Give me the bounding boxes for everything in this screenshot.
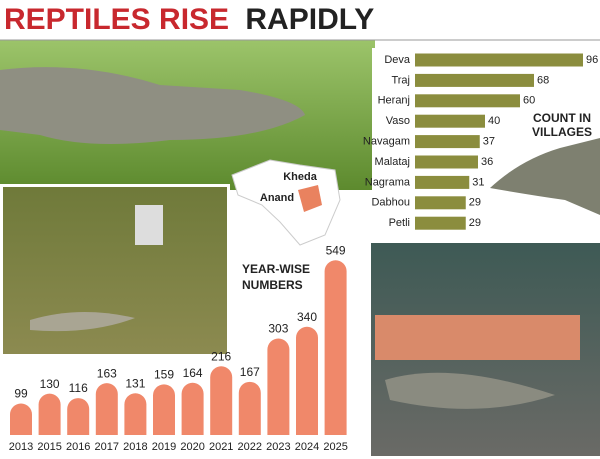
category-label: Deva [384,54,411,66]
bar [67,398,90,435]
crocodile-shape [385,372,555,409]
map-label: Anand [260,192,294,204]
chart-title: YEAR-WISE NUMBERS [242,262,310,292]
value-label: 29 [469,197,481,209]
bar [415,73,534,87]
x-tick-label: 2020 [180,441,204,453]
x-tick-label: 2025 [323,441,347,453]
bar [415,114,485,128]
category-label: Malataj [375,156,410,168]
category-label: Traj [391,74,410,86]
bar [296,326,318,435]
bar [415,175,470,189]
value-label: 159 [154,368,174,382]
value-label: 60 [523,95,535,107]
x-tick-label: 2019 [152,441,176,453]
map-label: Kheda [283,171,318,183]
category-label: Petli [389,217,410,229]
bar [415,94,520,108]
value-label: 40 [488,115,500,127]
x-tick-label: 2024 [295,441,319,453]
x-tick-label: 2018 [123,441,147,453]
x-tick-label: 2022 [238,441,262,453]
bar [324,260,347,435]
x-tick-label: 2023 [266,441,290,453]
value-label: 164 [183,366,203,380]
value-label: 37 [483,136,495,148]
value-label: 31 [472,176,484,188]
bar [38,393,61,435]
title-tail: RAPIDLY [245,3,374,36]
person-shape [135,205,163,245]
value-label: 167 [240,365,260,379]
map-shape [231,159,341,246]
bar [415,135,480,149]
bar [415,155,478,169]
value-label: 131 [125,376,145,390]
value-label: 29 [469,217,481,229]
x-tick-label: 2013 [9,441,33,453]
x-tick-label: 2021 [209,441,233,453]
bar [415,196,466,210]
x-tick-label: 2015 [37,441,61,453]
bar [415,216,466,230]
value-label: 36 [481,156,493,168]
bar [181,382,204,435]
chart-title: COUNT IN VILLAGES [532,111,592,139]
value-label: 68 [537,74,549,86]
crocodile-head [490,138,600,215]
value-label: 163 [97,366,117,380]
x-tick-label: 2017 [95,441,119,453]
crocodile-shape [30,311,135,332]
value-label: 549 [326,243,346,257]
value-label: 130 [40,377,60,391]
crocodile-shape [0,67,305,144]
value-label: 96 [586,54,598,66]
category-label: Navagam [363,136,410,148]
value-label: 303 [268,322,288,336]
value-label: 99 [14,387,28,401]
value-label: 116 [69,381,88,395]
map-region [298,185,322,212]
value-label: 216 [211,349,231,363]
bar [95,383,118,435]
value-label: 340 [297,310,317,324]
bar [153,384,175,435]
bar [415,53,583,67]
bar [124,393,147,435]
bed-shape [375,315,580,360]
bar [238,381,261,435]
x-tick-label: 2016 [66,441,90,453]
category-label: Dabhou [371,197,410,209]
category-label: Heranj [378,95,410,107]
category-label: Vaso [386,115,410,127]
title: REPTILES RISE RAPIDLY [4,3,374,36]
bar [10,403,32,435]
title-lead: REPTILES RISE [4,3,229,36]
category-label: Nagrama [365,176,411,188]
bar [210,366,233,435]
bar [267,338,290,435]
